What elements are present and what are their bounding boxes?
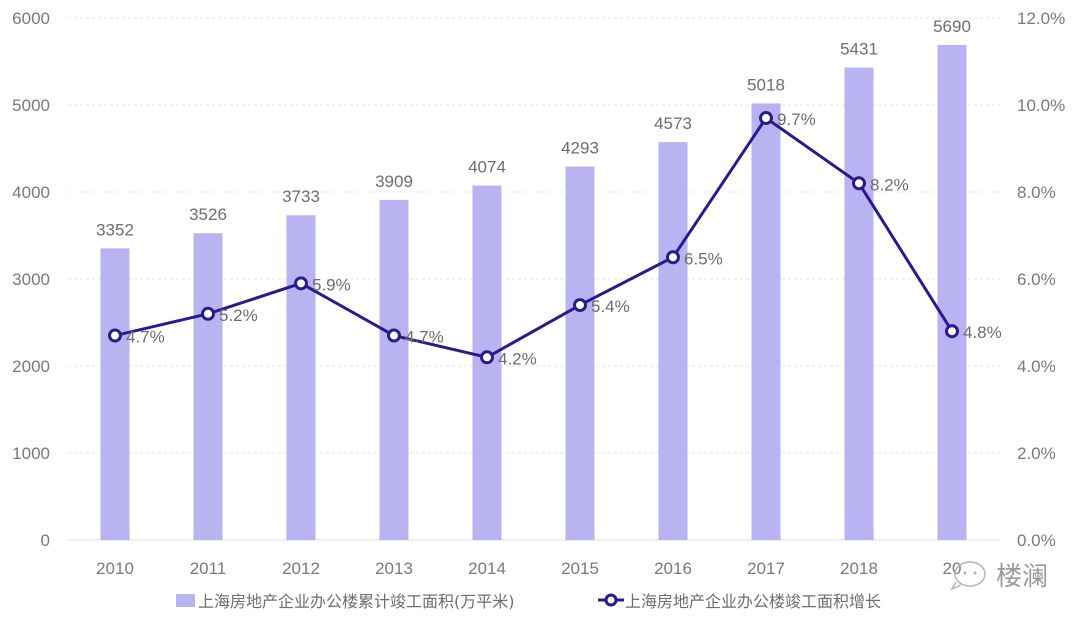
bar bbox=[379, 199, 409, 541]
line-value-label: 9.7% bbox=[777, 110, 816, 129]
y-right-tick: 8.0% bbox=[1017, 183, 1056, 202]
x-tick: 2015 bbox=[561, 559, 599, 578]
line-value-label: 4.7% bbox=[405, 328, 444, 347]
x-tick: 20 bbox=[943, 559, 962, 578]
bar-value-label: 3526 bbox=[189, 205, 227, 224]
bar-value-label: 4074 bbox=[468, 158, 506, 177]
line-marker-icon bbox=[598, 593, 624, 607]
line-value-label: 6.5% bbox=[684, 249, 723, 268]
bar-value-label: 3733 bbox=[282, 187, 320, 206]
y-right-tick: 4.0% bbox=[1017, 357, 1056, 376]
line-value-label: 5.4% bbox=[591, 297, 630, 316]
y-left-tick: 6000 bbox=[12, 9, 50, 28]
bar bbox=[286, 215, 316, 540]
line-value-label: 5.9% bbox=[312, 275, 351, 294]
y-left-tick: 4000 bbox=[12, 183, 50, 202]
bar-series bbox=[100, 44, 967, 541]
legend-line-label: 上海房地产企业办公楼竣工面积增长 bbox=[625, 592, 882, 611]
legend-item-line[interactable]: 上海房地产企业办公楼竣工面积增长 bbox=[598, 588, 881, 612]
y-right-tick: 2.0% bbox=[1017, 444, 1056, 463]
y-right-tick: 10.0% bbox=[1017, 96, 1065, 115]
line-marker bbox=[480, 350, 494, 365]
bar bbox=[937, 44, 967, 540]
x-tick: 2017 bbox=[747, 559, 785, 578]
line-marker bbox=[666, 250, 680, 265]
bar bbox=[844, 67, 874, 541]
x-tick: 2012 bbox=[282, 559, 320, 578]
x-tick: 2011 bbox=[190, 559, 227, 578]
wechat-icon bbox=[950, 560, 986, 591]
line-value-label: 4.7% bbox=[126, 328, 165, 347]
growth-line bbox=[114, 116, 954, 359]
x-tick: 2013 bbox=[375, 559, 413, 578]
bar bbox=[565, 166, 595, 540]
y-right-tick: 12.0% bbox=[1017, 9, 1065, 28]
x-tick: 2016 bbox=[654, 559, 692, 578]
line-marker bbox=[201, 306, 215, 321]
left-y-axis: 0 1000 2000 3000 4000 5000 6000 bbox=[12, 9, 50, 550]
bar-value-label: 3909 bbox=[375, 172, 413, 191]
bar-value-label: 3352 bbox=[96, 220, 134, 239]
x-axis: 2010 2011 2012 2013 2014 2015 2016 2017 2018 20 bbox=[96, 559, 961, 578]
line-value-label: 4.2% bbox=[498, 349, 537, 368]
bar-value-label: 5018 bbox=[747, 75, 785, 94]
line-marker bbox=[852, 176, 866, 191]
bar-swatch-icon bbox=[176, 593, 195, 607]
line-series bbox=[108, 111, 959, 365]
bar-value-label: 5431 bbox=[840, 40, 878, 59]
bar bbox=[751, 103, 781, 541]
line-value-label: 8.2% bbox=[870, 175, 909, 194]
y-left-tick: 5000 bbox=[12, 96, 50, 115]
line-data-labels: 4.7% 5.2% 5.9% 4.7% 4.2% 5.4% 6.5% 9.7% 8.2% 4.8% bbox=[126, 110, 1002, 368]
bar bbox=[100, 248, 130, 540]
right-y-axis: 0.0% 2.0% 4.0% 6.0% 8.0% 10.0% 12.0% bbox=[1017, 9, 1065, 550]
bar bbox=[193, 233, 223, 540]
watermark-text: 楼澜 bbox=[996, 562, 1049, 592]
x-tick: 2014 bbox=[468, 559, 506, 578]
legend-bar-label: 上海房地产企业办公楼累计竣工面积(万平米) bbox=[198, 592, 515, 611]
bar-value-label: 4293 bbox=[561, 139, 599, 158]
legend-item-bar[interactable]: 上海房地产企业办公楼累计竣工面积(万平米) bbox=[176, 588, 515, 612]
y-left-tick: 1000 bbox=[12, 444, 50, 463]
line-value-label: 4.8% bbox=[963, 323, 1002, 342]
y-left-tick: 0 bbox=[41, 531, 50, 550]
y-left-tick: 2000 bbox=[12, 357, 50, 376]
y-right-tick: 0.0% bbox=[1017, 531, 1056, 550]
line-marker bbox=[945, 324, 959, 339]
line-marker bbox=[387, 328, 401, 343]
bar-value-label: 5690 bbox=[933, 17, 971, 36]
y-right-tick: 6.0% bbox=[1017, 270, 1056, 289]
watermark: 楼澜 bbox=[950, 556, 1048, 593]
line-marker bbox=[759, 111, 773, 126]
legend: 上海房地产企业办公楼累计竣工面积(万平米) 上海房地产企业办公楼竣工面积增长 bbox=[0, 588, 1080, 614]
x-tick: 2010 bbox=[96, 559, 134, 578]
line-value-label: 5.2% bbox=[219, 306, 258, 325]
bar-data-labels: 3352 3526 3733 3909 4074 4293 4573 5018 5431 5690 bbox=[96, 17, 971, 239]
line-marker bbox=[294, 276, 308, 291]
x-tick: 2018 bbox=[840, 559, 878, 578]
y-left-tick: 3000 bbox=[12, 270, 50, 289]
bar-value-label: 4573 bbox=[654, 114, 692, 133]
line-marker bbox=[108, 328, 122, 343]
bar bbox=[658, 142, 688, 541]
line-marker bbox=[573, 298, 587, 313]
